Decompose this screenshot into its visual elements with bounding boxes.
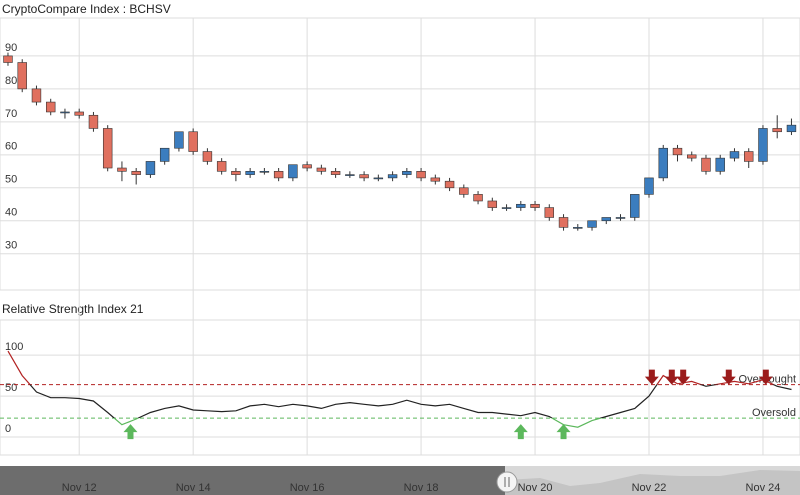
y-tick-label: 60: [5, 141, 17, 153]
candle-body: [744, 151, 754, 162]
candle-body: [373, 177, 384, 180]
candle-body: [273, 171, 284, 179]
candle-body: [45, 101, 56, 113]
price-title: CryptoCompare Index : BCHSV: [2, 2, 171, 16]
x-tick-label: Nov 16: [290, 482, 325, 494]
candle-body: [345, 174, 355, 176]
sell-arrow: [676, 369, 691, 385]
candle-body: [487, 200, 498, 208]
candle-body: [558, 217, 569, 228]
candle-body: [786, 124, 797, 133]
candle-body: [459, 187, 469, 195]
candle-body: [701, 157, 711, 172]
candle-body: [330, 171, 341, 175]
rsi-title: Relative Strength Index 21: [2, 302, 144, 316]
sell-arrow: [664, 369, 679, 385]
y-tick-label: 80: [5, 75, 17, 87]
x-tick-label: Nov 12: [62, 482, 97, 494]
sell-arrow: [758, 369, 773, 385]
candle-body: [501, 207, 512, 209]
candle-body: [387, 174, 398, 179]
candle-body: [530, 203, 540, 208]
candle-body: [473, 194, 483, 202]
candle-body: [231, 171, 241, 175]
y-tick-label: 0: [5, 423, 11, 435]
sell-arrow: [721, 369, 736, 385]
candle-body: [245, 171, 255, 175]
candle-body: [31, 88, 42, 103]
candle-body: [672, 147, 683, 156]
y-tick-label: 50: [5, 382, 17, 394]
buy-arrow: [123, 424, 138, 440]
y-tick-label: 50: [5, 174, 17, 186]
candle-body: [216, 161, 227, 172]
y-tick-label: 90: [5, 42, 17, 54]
candle-body: [687, 154, 697, 159]
candle-body: [188, 131, 198, 152]
candle-body: [60, 111, 70, 114]
candle-body: [131, 171, 141, 175]
y-tick-label: 70: [5, 108, 17, 120]
candle-body: [444, 180, 455, 189]
rsi-line: [7, 350, 792, 428]
candle-body: [359, 174, 369, 179]
candle-body: [117, 167, 127, 172]
candle-body: [145, 161, 156, 175]
candle-body: [587, 220, 597, 228]
candle-body: [174, 131, 184, 149]
candle-body: [288, 164, 298, 179]
x-tick-label: Nov 14: [176, 482, 211, 494]
candle-body: [430, 177, 441, 182]
y-tick-label: 100: [5, 341, 23, 353]
rsi-panel: [0, 319, 800, 456]
candle-body: [544, 207, 555, 218]
candle-body: [630, 194, 640, 218]
navigator-handle[interactable]: [496, 471, 518, 493]
candle-body: [516, 203, 526, 208]
candle-body: [573, 227, 583, 229]
x-tick-label: Nov 20: [518, 482, 553, 494]
x-tick-label: Nov 18: [404, 482, 439, 494]
candle-body: [74, 111, 84, 116]
candle-body: [259, 171, 270, 173]
candle-body: [316, 167, 327, 172]
candle-body: [102, 128, 113, 169]
candle-body: [202, 151, 213, 162]
candle-body: [658, 147, 668, 179]
y-tick-label: 30: [5, 240, 17, 252]
candle-body: [772, 128, 782, 133]
candle-body: [644, 177, 654, 195]
sell-arrow: [644, 369, 659, 385]
candle-body: [3, 55, 13, 63]
navigator-series: [505, 470, 800, 495]
candle-body: [729, 151, 740, 159]
x-tick-label: Nov 22: [632, 482, 667, 494]
x-tick-label: Nov 24: [746, 482, 781, 494]
candle-body: [715, 157, 725, 172]
candle-body: [615, 217, 626, 219]
buy-arrow: [513, 424, 528, 440]
oversold-label: Oversold: [752, 407, 796, 419]
candle-body: [601, 217, 611, 222]
candle-body: [416, 171, 426, 179]
candle-body: [758, 128, 768, 162]
candle-body: [88, 114, 99, 129]
candle-body: [402, 171, 412, 175]
candle-body: [302, 164, 312, 169]
candle-body: [159, 147, 170, 162]
buy-arrow: [556, 424, 571, 440]
candle-body: [17, 62, 27, 90]
y-tick-label: 40: [5, 207, 17, 219]
